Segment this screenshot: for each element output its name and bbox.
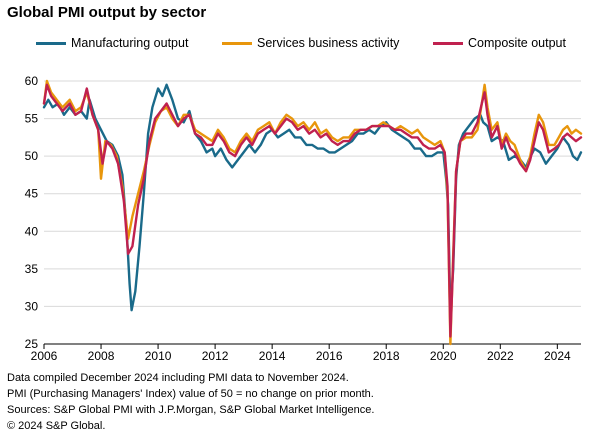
series-lines: [42, 79, 583, 346]
axes: [43, 343, 581, 349]
legend-item-services: Services business activity: [222, 36, 399, 50]
footnotes: Data compiled December 2024 including PM…: [7, 370, 374, 434]
y-tick-label: 40: [25, 224, 39, 238]
y-tick-label: 50: [25, 149, 39, 163]
x-tick-label: 2014: [259, 349, 286, 363]
legend-swatch-manufacturing: [36, 41, 66, 45]
footnote-data-compiled: Data compiled December 2024 including PM…: [7, 372, 349, 384]
y-tick-label: 60: [25, 74, 39, 88]
x-tick-label: 2016: [316, 349, 343, 363]
series-line-manufacturing-output: [42, 83, 583, 316]
y-tick-label: 35: [25, 262, 39, 276]
x-tick-label: 2012: [202, 349, 229, 363]
x-tick-label: 2006: [31, 349, 58, 363]
legend-swatch-composite: [433, 41, 463, 45]
legend-swatch-services: [222, 41, 252, 45]
series-line-composite-output: [42, 83, 583, 338]
tick-labels: 25 30 35 40 45 50 55 60 2006 2008 2010 2012 2014 2016…: [25, 74, 571, 363]
y-tick-label: 55: [25, 112, 39, 126]
footnote-sources: Sources: S&P Global PMI with J.P.Morgan,…: [7, 404, 375, 416]
legend-label-composite: Composite output: [468, 36, 566, 50]
legend-label-services: Services business activity: [257, 36, 400, 50]
y-tick-label: 30: [25, 299, 39, 313]
x-tick-label: 2024: [544, 349, 571, 363]
x-tick-label: 2018: [373, 349, 400, 363]
footnote-copyright: © 2024 S&P Global.: [7, 420, 106, 432]
legend: Manufacturing output Services business a…: [0, 36, 589, 54]
legend-item-composite: Composite output: [433, 36, 566, 50]
legend-label-manufacturing: Manufacturing output: [71, 36, 189, 50]
legend-item-manufacturing: Manufacturing output: [36, 36, 188, 50]
x-tick-label: 2020: [430, 349, 457, 363]
x-tick-label: 2010: [145, 349, 172, 363]
x-tick-label: 2008: [88, 349, 115, 363]
x-tick-label: 2022: [487, 349, 514, 363]
footnote-pmi-definition: PMI (Purchasing Managers' Index) value o…: [7, 388, 374, 400]
chart-title: Global PMI output by sector: [7, 4, 207, 21]
y-tick-label: 45: [25, 187, 39, 201]
y-tick-label: 25: [25, 337, 39, 351]
